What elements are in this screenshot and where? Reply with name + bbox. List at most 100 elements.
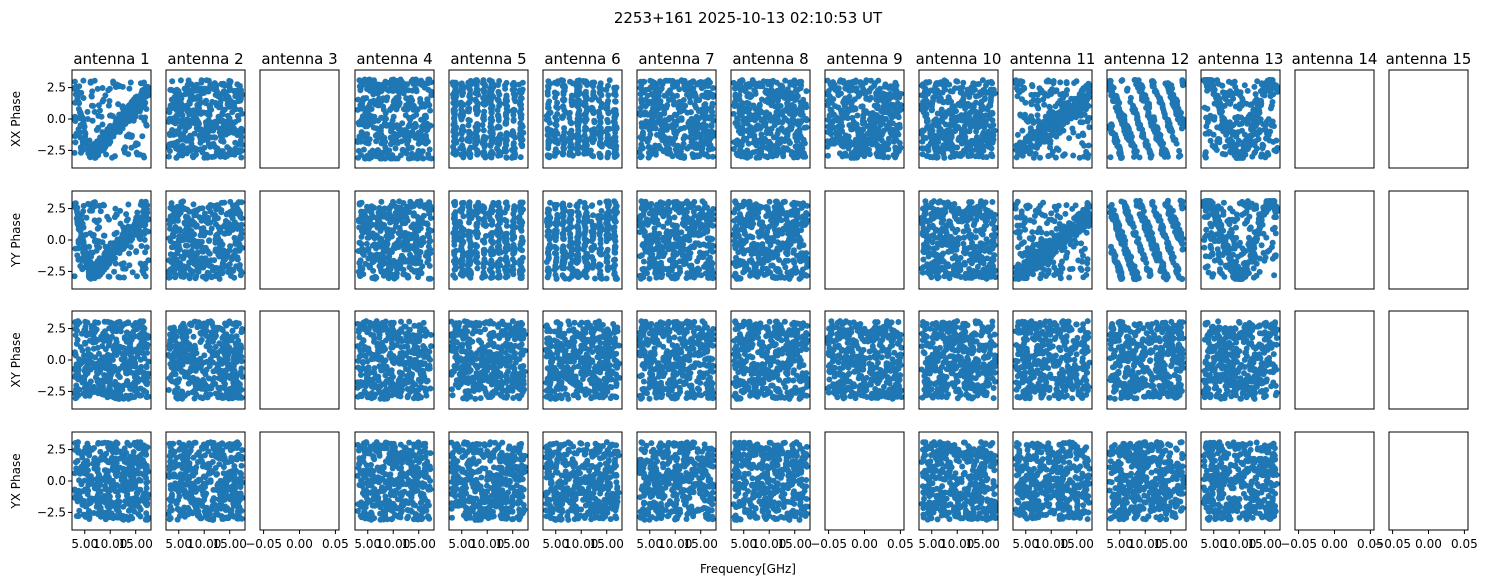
data-point bbox=[561, 107, 568, 114]
data-point bbox=[1157, 95, 1163, 102]
data-point bbox=[949, 88, 956, 95]
data-point bbox=[467, 144, 474, 151]
data-point bbox=[589, 129, 596, 136]
data-point bbox=[197, 147, 204, 153]
data-point bbox=[1028, 91, 1035, 98]
data-point bbox=[172, 88, 179, 95]
data-point bbox=[1205, 128, 1212, 135]
data-point bbox=[204, 153, 211, 160]
data-point bbox=[134, 151, 141, 158]
data-point bbox=[843, 152, 850, 159]
data-point bbox=[670, 101, 677, 108]
data-point bbox=[210, 86, 217, 93]
data-point bbox=[644, 136, 651, 143]
data-point bbox=[178, 134, 185, 141]
data-point bbox=[421, 84, 428, 91]
data-point bbox=[71, 78, 78, 85]
data-point bbox=[229, 109, 236, 116]
data-point bbox=[919, 82, 926, 89]
data-point bbox=[141, 79, 147, 86]
data-point bbox=[547, 80, 554, 87]
subplot-r1-antenna-9 bbox=[824, 69, 905, 169]
data-point bbox=[790, 150, 796, 157]
data-point bbox=[694, 81, 701, 88]
data-point bbox=[1066, 135, 1073, 142]
data-point bbox=[1027, 132, 1034, 139]
data-point bbox=[582, 150, 589, 156]
data-point bbox=[219, 110, 226, 116]
data-point bbox=[921, 145, 928, 152]
data-point bbox=[369, 82, 376, 89]
data-point bbox=[736, 96, 743, 103]
data-point bbox=[489, 137, 496, 144]
data-point bbox=[576, 97, 582, 104]
data-point bbox=[95, 102, 102, 109]
subplot-r1-antenna-1 bbox=[71, 69, 152, 169]
data-point bbox=[835, 92, 842, 99]
data-point bbox=[458, 135, 465, 142]
subplot-r1-antenna-5 bbox=[448, 69, 529, 169]
data-point bbox=[387, 155, 394, 162]
data-point bbox=[381, 138, 388, 145]
data-point bbox=[91, 108, 98, 115]
data-point bbox=[545, 101, 552, 108]
data-point bbox=[203, 97, 210, 104]
data-point bbox=[236, 149, 243, 156]
data-point bbox=[200, 127, 207, 134]
data-point bbox=[1116, 109, 1123, 116]
data-point bbox=[947, 123, 954, 130]
data-point bbox=[750, 81, 757, 88]
data-point bbox=[232, 139, 239, 146]
data-point bbox=[422, 140, 429, 147]
data-point bbox=[1050, 80, 1057, 87]
column-title: antenna 8 bbox=[732, 50, 808, 68]
data-point bbox=[595, 108, 602, 115]
subplot-r1-antenna-13 bbox=[1200, 69, 1281, 169]
data-point bbox=[976, 110, 983, 116]
data-point bbox=[989, 139, 996, 146]
data-point bbox=[72, 139, 79, 146]
data-point bbox=[574, 79, 581, 86]
data-point bbox=[374, 101, 381, 108]
data-point bbox=[704, 92, 711, 99]
data-point bbox=[753, 142, 760, 149]
data-point bbox=[128, 132, 135, 139]
data-point bbox=[110, 80, 117, 87]
data-point bbox=[1024, 144, 1031, 151]
data-point bbox=[356, 133, 363, 140]
data-point bbox=[582, 124, 589, 131]
data-point bbox=[1070, 152, 1077, 159]
data-point bbox=[1127, 99, 1134, 105]
data-point bbox=[943, 137, 949, 144]
data-point bbox=[591, 117, 598, 124]
data-point bbox=[102, 132, 109, 139]
data-point bbox=[375, 117, 382, 124]
data-point bbox=[193, 95, 200, 102]
data-point bbox=[797, 119, 804, 126]
data-point bbox=[1015, 146, 1022, 153]
data-point bbox=[1086, 88, 1093, 95]
data-point bbox=[1034, 102, 1040, 109]
data-point bbox=[930, 97, 936, 104]
column-title: antenna 12 bbox=[1104, 50, 1190, 68]
data-point bbox=[426, 146, 433, 153]
data-point bbox=[366, 136, 373, 143]
data-point bbox=[1071, 105, 1077, 112]
data-point bbox=[399, 146, 406, 153]
data-point bbox=[165, 144, 172, 151]
data-point bbox=[637, 154, 644, 161]
data-point bbox=[741, 120, 748, 127]
data-point bbox=[495, 112, 502, 119]
data-point bbox=[920, 109, 927, 116]
data-point bbox=[686, 143, 693, 150]
data-point bbox=[694, 131, 701, 138]
data-point bbox=[838, 119, 844, 126]
data-point bbox=[1263, 121, 1270, 128]
data-point bbox=[1014, 93, 1021, 100]
data-point bbox=[765, 145, 772, 152]
data-point bbox=[411, 122, 418, 129]
data-point bbox=[937, 133, 944, 140]
data-point bbox=[106, 139, 112, 146]
data-point bbox=[370, 124, 377, 131]
data-point bbox=[494, 145, 500, 152]
